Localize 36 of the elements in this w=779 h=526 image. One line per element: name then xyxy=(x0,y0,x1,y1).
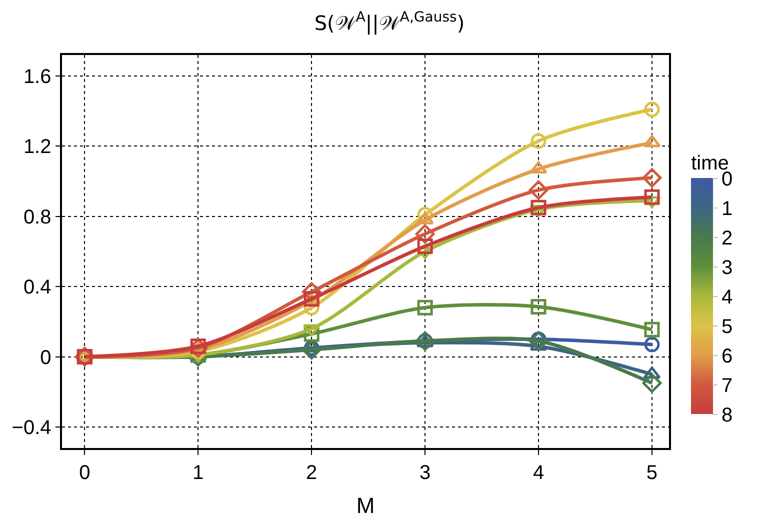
color-bar-label: 7 xyxy=(722,374,733,397)
point xyxy=(644,189,660,205)
x-axis-title: M xyxy=(356,493,375,518)
y-tick-label: 0 xyxy=(40,346,52,369)
y-tick-label: 1.6 xyxy=(23,66,52,88)
point xyxy=(644,102,660,118)
color-bar-label: 3 xyxy=(722,256,733,279)
color-bar-label: 8 xyxy=(722,404,733,426)
chart-title: S(𝒲$^{A}$||𝒲$^{A,Gauss}$) xyxy=(314,9,465,35)
point xyxy=(417,238,433,254)
color-bar-label: 2 xyxy=(722,227,733,250)
x-tick-label: 2 xyxy=(306,462,318,484)
x-tick-label: 0 xyxy=(79,462,90,484)
point xyxy=(417,300,433,316)
point xyxy=(642,168,662,188)
x-tick-label: 4 xyxy=(532,462,544,484)
point xyxy=(528,331,548,351)
point xyxy=(644,322,660,338)
point xyxy=(642,373,662,393)
point xyxy=(530,299,546,315)
color-bar-label: 1 xyxy=(722,198,733,220)
x-tick-label: 5 xyxy=(646,462,658,484)
x-tick-label: 1 xyxy=(192,462,204,484)
point xyxy=(302,340,322,360)
y-tick-label: 1.2 xyxy=(23,136,52,158)
y-tick-label: 0.4 xyxy=(23,276,52,299)
point xyxy=(528,180,548,200)
color-bar-label: 5 xyxy=(722,316,733,338)
point xyxy=(644,336,660,352)
x-tick-label: 3 xyxy=(420,462,431,484)
color-bar-label: 4 xyxy=(722,286,733,308)
point xyxy=(530,133,546,149)
y-tick-label: 0.8 xyxy=(23,206,52,228)
color-bar-label: 6 xyxy=(722,345,733,368)
point xyxy=(530,200,546,216)
y-tick-label: −0.4 xyxy=(12,416,52,439)
